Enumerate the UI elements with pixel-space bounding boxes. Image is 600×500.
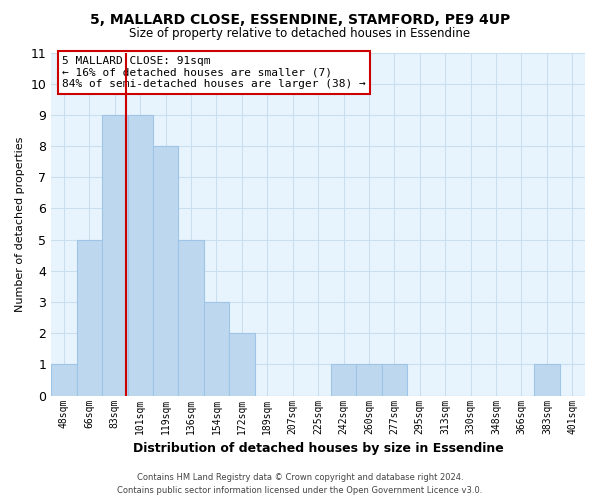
Text: Size of property relative to detached houses in Essendine: Size of property relative to detached ho… <box>130 28 470 40</box>
Text: Contains HM Land Registry data © Crown copyright and database right 2024.
Contai: Contains HM Land Registry data © Crown c… <box>118 473 482 495</box>
Bar <box>77 240 102 396</box>
Bar <box>356 364 382 396</box>
Bar <box>229 333 254 396</box>
Text: 5 MALLARD CLOSE: 91sqm
← 16% of detached houses are smaller (7)
84% of semi-deta: 5 MALLARD CLOSE: 91sqm ← 16% of detached… <box>62 56 366 89</box>
Text: 5, MALLARD CLOSE, ESSENDINE, STAMFORD, PE9 4UP: 5, MALLARD CLOSE, ESSENDINE, STAMFORD, P… <box>90 12 510 26</box>
Bar <box>102 115 128 396</box>
Bar <box>204 302 229 396</box>
Y-axis label: Number of detached properties: Number of detached properties <box>15 136 25 312</box>
Bar <box>382 364 407 396</box>
Bar <box>331 364 356 396</box>
Bar <box>51 364 77 396</box>
Bar <box>128 115 153 396</box>
Bar <box>153 146 178 396</box>
Bar <box>534 364 560 396</box>
Bar <box>178 240 204 396</box>
X-axis label: Distribution of detached houses by size in Essendine: Distribution of detached houses by size … <box>133 442 503 455</box>
